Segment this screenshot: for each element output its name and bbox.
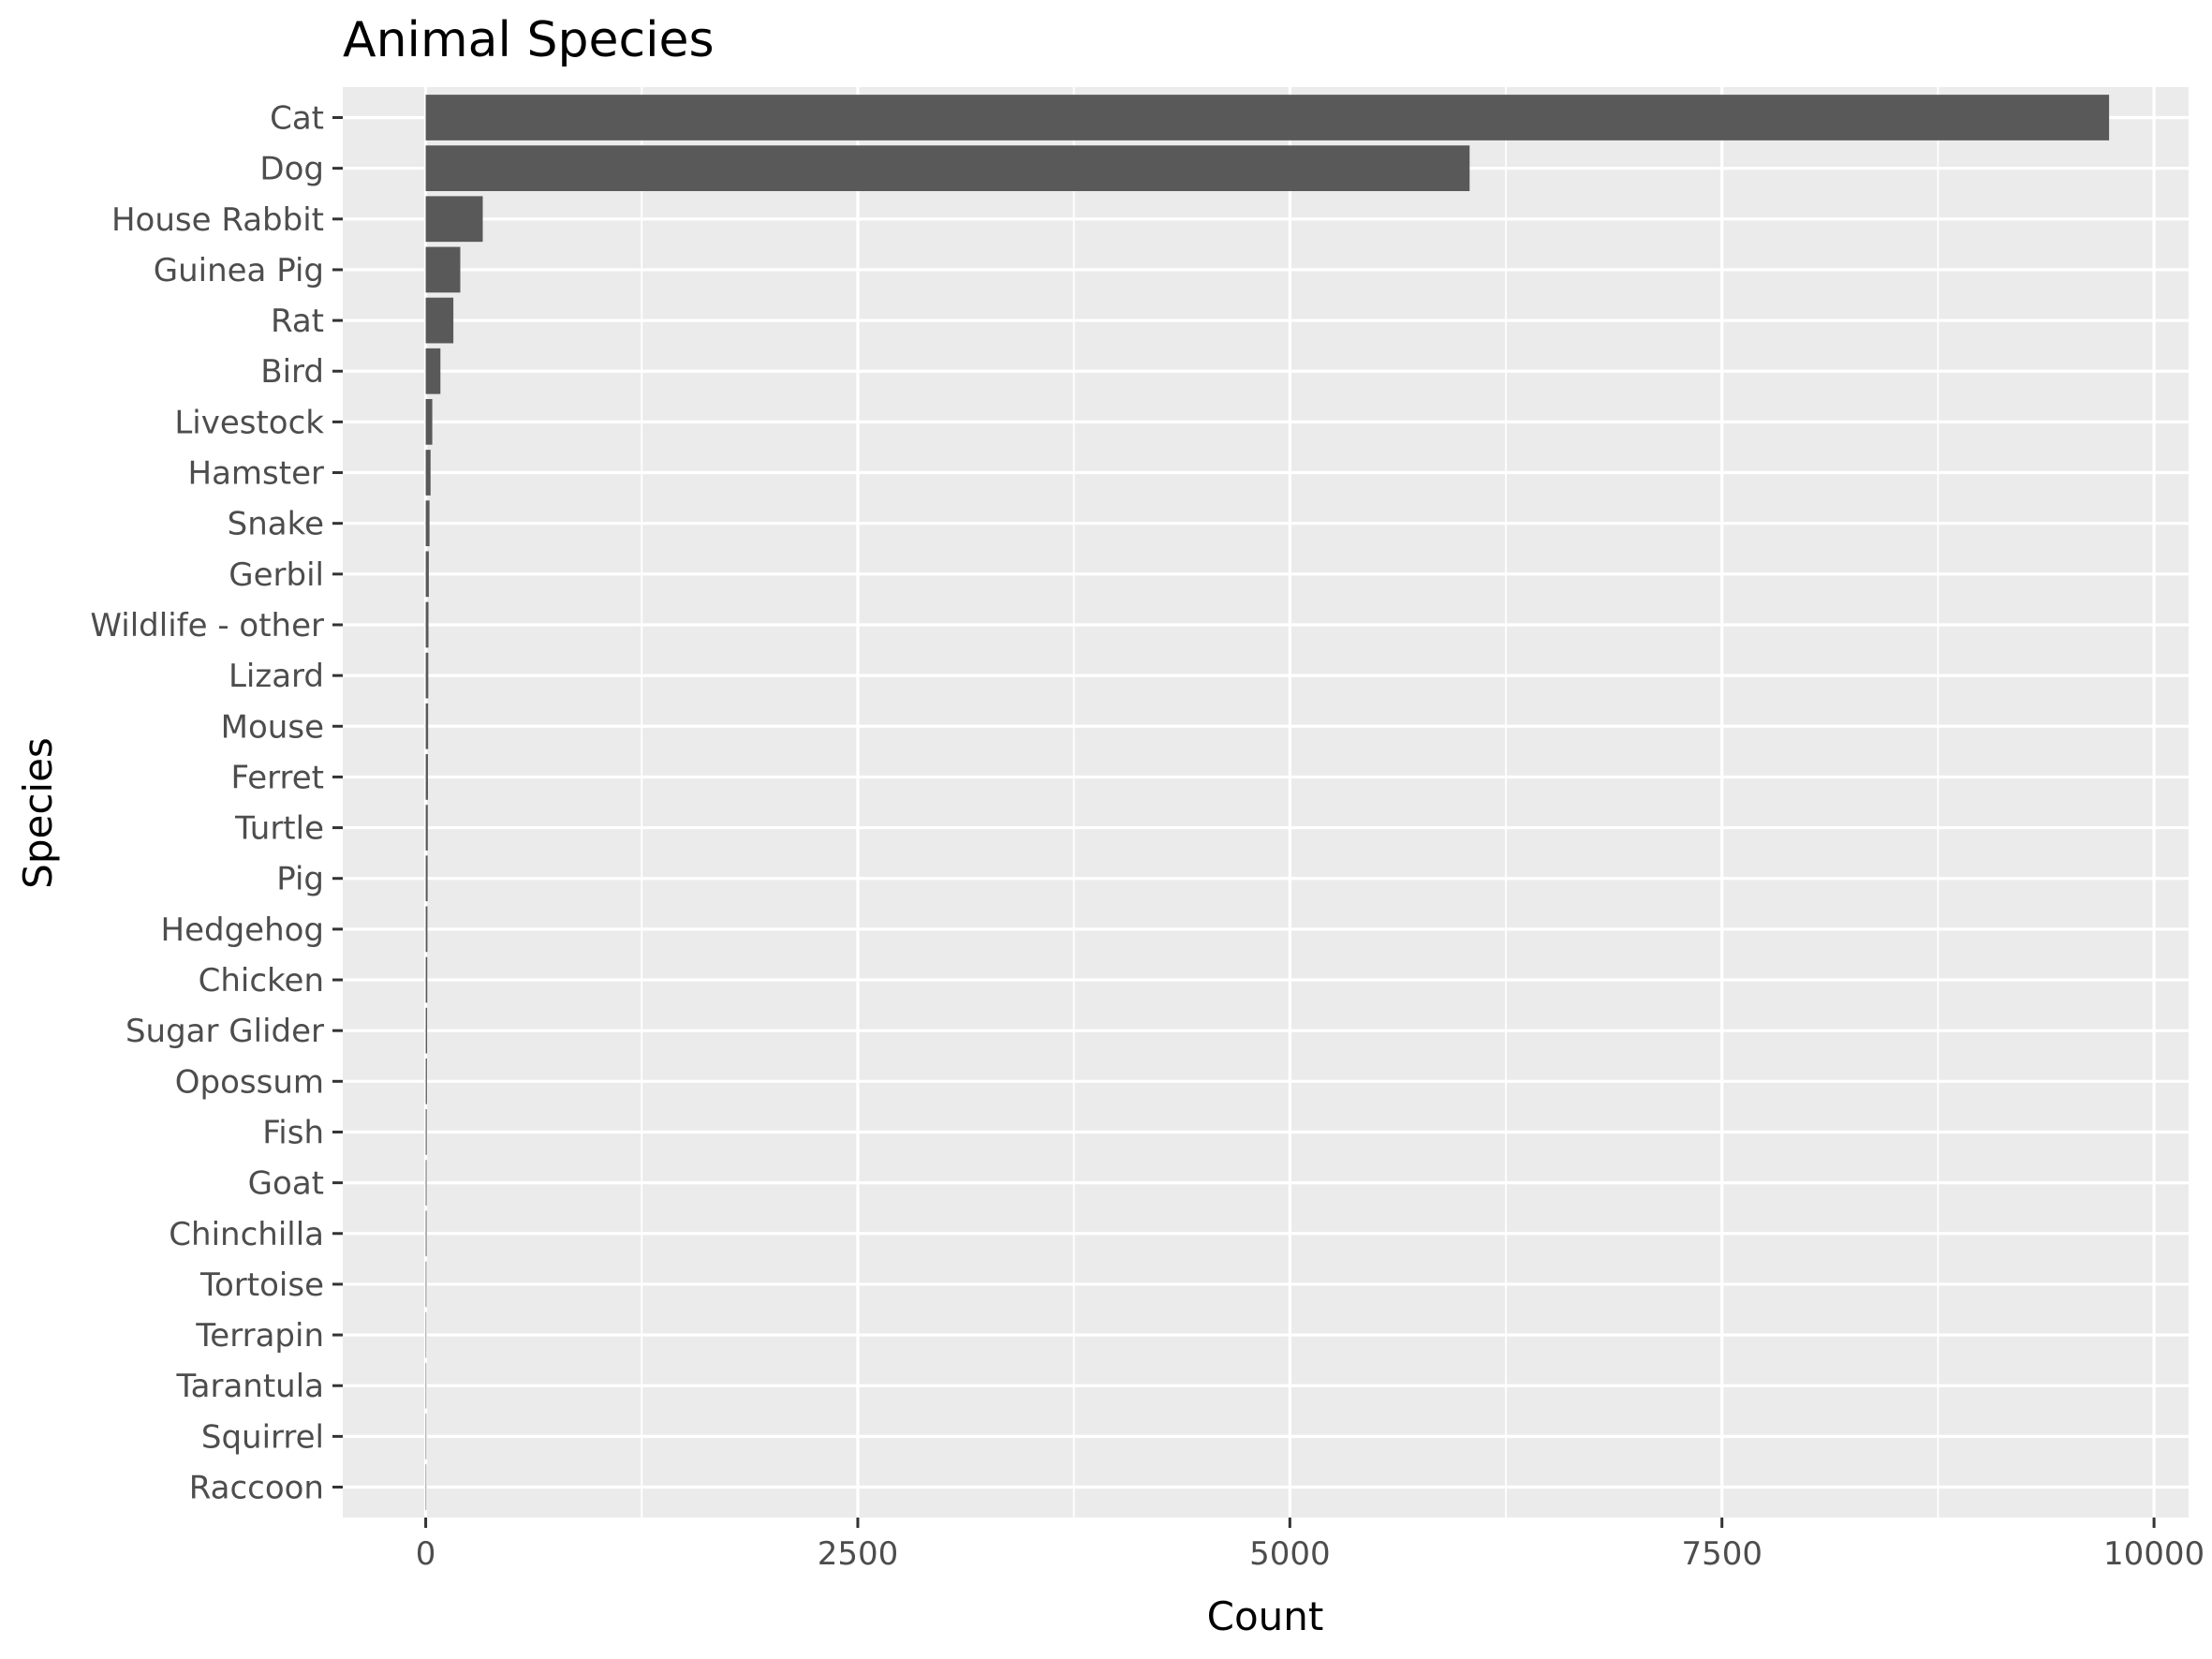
bar xyxy=(425,754,428,800)
bar xyxy=(425,348,441,394)
y-tick-label: Tarantula xyxy=(176,1368,325,1405)
y-tick-label: Guinea Pig xyxy=(154,252,324,289)
y-tick-label: Opossum xyxy=(175,1063,324,1101)
y-tick-label: Snake xyxy=(228,506,324,543)
y-axis: Cat Dog House Rabbit Guinea Pig Rat Bird Lives… xyxy=(90,99,343,1507)
y-tick-label: Cat xyxy=(270,99,324,137)
y-tick-label: Ferret xyxy=(231,759,324,796)
y-tick-label: Chicken xyxy=(199,962,324,1000)
bar xyxy=(425,1210,427,1257)
y-tick-label: Rat xyxy=(271,303,324,340)
bar xyxy=(425,95,2110,141)
bar xyxy=(425,1058,427,1104)
grid-minor-x xyxy=(641,87,1939,1518)
bar xyxy=(425,145,1470,192)
bar xyxy=(425,906,428,953)
x-axis: 0 2500 5000 7500 10000 xyxy=(416,1518,2205,1573)
x-tick-label: 10000 xyxy=(2103,1535,2205,1573)
y-tick-label: Chinchilla xyxy=(169,1216,324,1253)
bar xyxy=(425,601,429,648)
y-tick-label: Hamster xyxy=(188,455,324,493)
bar xyxy=(425,956,428,1003)
x-tick-label: 7500 xyxy=(1681,1535,1762,1573)
bar xyxy=(425,1160,427,1206)
y-tick-label: Dog xyxy=(259,151,324,188)
bar xyxy=(425,1413,427,1459)
bar xyxy=(425,1464,427,1510)
bar xyxy=(425,1007,428,1054)
bar xyxy=(425,1261,427,1308)
bar xyxy=(425,805,428,851)
bar xyxy=(425,855,428,902)
y-tick-label: Tortoise xyxy=(199,1266,324,1304)
bar xyxy=(425,1362,427,1409)
chart-title: Animal Species xyxy=(343,12,715,68)
y-tick-label: Raccoon xyxy=(189,1470,324,1507)
bar xyxy=(425,551,429,598)
grid-major-y xyxy=(343,115,2189,1489)
bar xyxy=(425,703,429,749)
y-tick-label: Wildlife - other xyxy=(90,607,324,644)
bar xyxy=(425,1311,427,1358)
y-tick-label: Lizard xyxy=(229,658,324,695)
y-tick-label: Fish xyxy=(262,1114,324,1151)
y-axis-title: Species xyxy=(15,737,61,889)
y-tick-label: Bird xyxy=(260,353,324,391)
bar xyxy=(425,500,430,547)
y-tick-label: Livestock xyxy=(174,404,324,441)
y-tick-label: Turtle xyxy=(234,810,324,848)
x-axis-title: Count xyxy=(1207,1593,1324,1639)
bar xyxy=(425,652,429,699)
y-tick-label: Pig xyxy=(276,861,324,898)
plot-panel xyxy=(343,87,2189,1518)
bar xyxy=(425,1109,427,1155)
bar xyxy=(425,297,454,344)
y-tick-label: Mouse xyxy=(221,708,324,746)
bar xyxy=(425,196,483,243)
x-tick-label: 0 xyxy=(416,1535,436,1573)
bar xyxy=(425,399,433,445)
bar xyxy=(425,450,431,496)
y-tick-label: Gerbil xyxy=(229,556,324,594)
y-tick-label: Squirrel xyxy=(201,1418,324,1456)
bars xyxy=(425,95,2110,1510)
y-tick-label: Goat xyxy=(248,1165,324,1203)
x-tick-label: 5000 xyxy=(1249,1535,1331,1573)
y-tick-label: Hedgehog xyxy=(161,911,325,949)
y-tick-label: Sugar Glider xyxy=(125,1013,324,1050)
x-tick-label: 2500 xyxy=(818,1535,899,1573)
bar xyxy=(425,246,461,293)
y-tick-label: House Rabbit xyxy=(111,201,324,239)
y-tick-label: Terrapin xyxy=(195,1317,324,1355)
